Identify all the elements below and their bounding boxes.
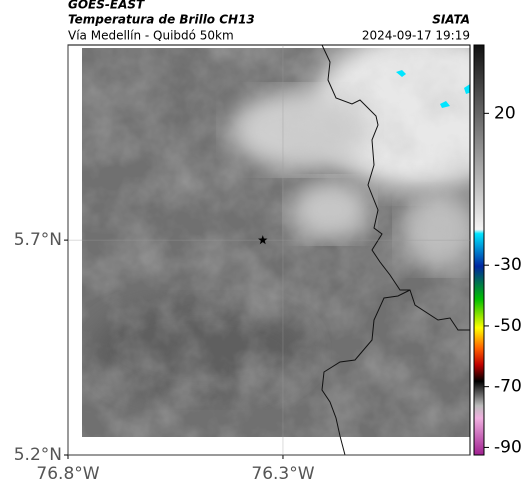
colorbar	[473, 44, 485, 456]
product: Temperatura de Brillo CH13	[68, 13, 255, 27]
colorbar-tick-label: 20	[494, 103, 516, 123]
satellite: GOES-EAST	[68, 0, 145, 12]
route: Vía Medellín - Quibdó 50km	[68, 29, 234, 43]
satellite-image	[82, 48, 470, 437]
source: SIATA	[432, 13, 470, 27]
timestamp: 2024-09-17 19:19	[362, 29, 470, 43]
colorbar-tick-label: -30	[494, 255, 522, 275]
location-marker	[258, 235, 268, 245]
colorbar-tick-label: -70	[494, 377, 522, 397]
x-tick-label: 76.3°W	[251, 464, 314, 484]
x-tick-label: 76.8°W	[36, 464, 99, 484]
colorbar-tick-label: -50	[494, 316, 522, 336]
colorbar-tick-label: -90	[494, 437, 522, 457]
y-tick-label: 5.2°N	[14, 445, 62, 465]
boundaries	[321, 44, 470, 456]
y-tick-label: 5.7°N	[14, 230, 62, 250]
